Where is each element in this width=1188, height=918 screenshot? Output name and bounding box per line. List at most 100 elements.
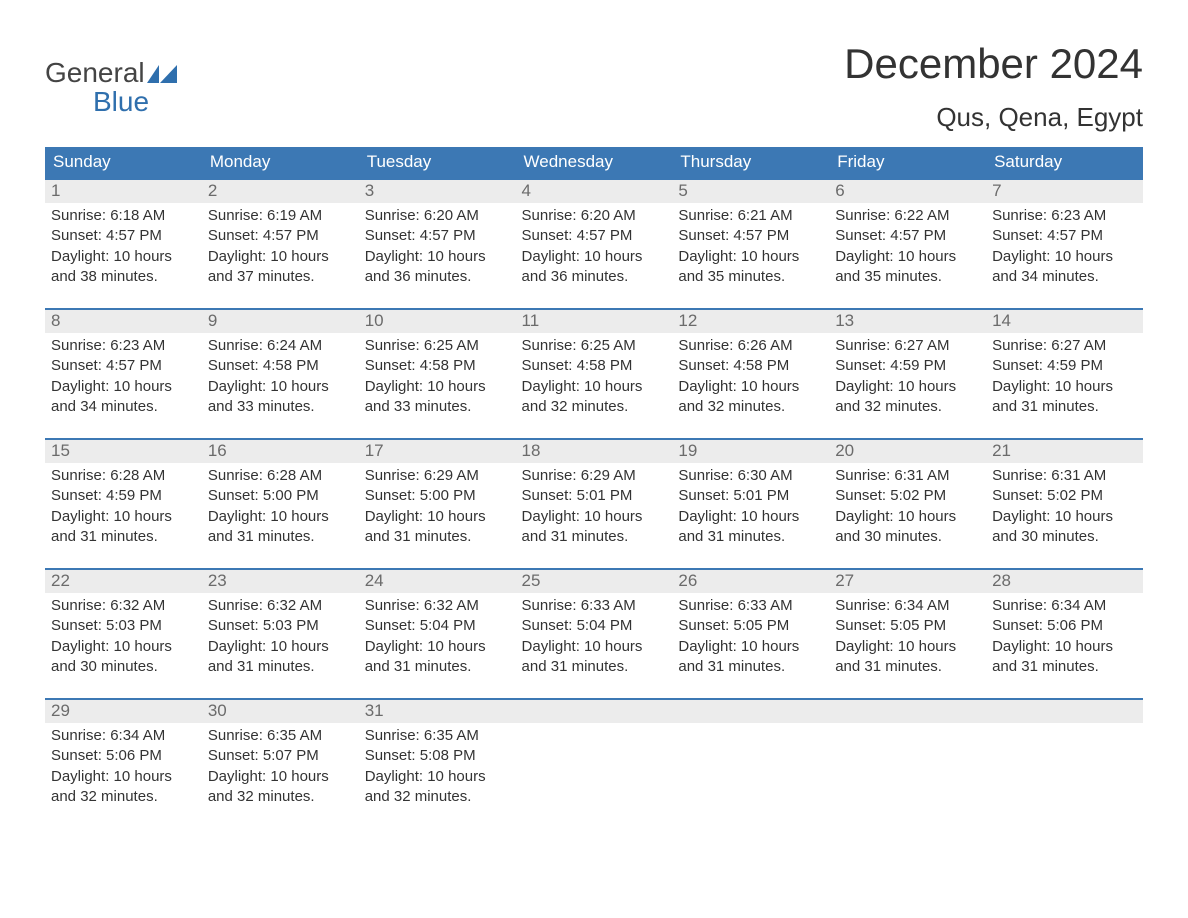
calendar-day-cell: 4Sunrise: 6:20 AMSunset: 4:57 PMDaylight…	[516, 178, 673, 308]
daylight-line2: and 32 minutes.	[522, 397, 667, 417]
day-details: Sunrise: 6:32 AMSunset: 5:04 PMDaylight:…	[359, 593, 516, 683]
calendar-day-cell: 11Sunrise: 6:25 AMSunset: 4:58 PMDayligh…	[516, 308, 673, 438]
daylight-line2: and 30 minutes.	[51, 657, 196, 677]
header-bar: General Blue December 2024 Qus, Qena, Eg…	[45, 40, 1143, 139]
calendar-day-cell: 3Sunrise: 6:20 AMSunset: 4:57 PMDaylight…	[359, 178, 516, 308]
calendar-day-cell: 25Sunrise: 6:33 AMSunset: 5:04 PMDayligh…	[516, 568, 673, 698]
day-details: Sunrise: 6:24 AMSunset: 4:58 PMDaylight:…	[202, 333, 359, 423]
sunset-line: Sunset: 5:03 PM	[51, 616, 196, 636]
calendar-day-cell: 5Sunrise: 6:21 AMSunset: 4:57 PMDaylight…	[672, 178, 829, 308]
weekday-row: SundayMondayTuesdayWednesdayThursdayFrid…	[45, 147, 1143, 178]
day-details: Sunrise: 6:27 AMSunset: 4:59 PMDaylight:…	[829, 333, 986, 423]
daylight-line1: Daylight: 10 hours	[51, 637, 196, 657]
day-details: Sunrise: 6:23 AMSunset: 4:57 PMDaylight:…	[45, 333, 202, 423]
daylight-line2: and 36 minutes.	[365, 267, 510, 287]
calendar-week-row: 29Sunrise: 6:34 AMSunset: 5:06 PMDayligh…	[45, 698, 1143, 828]
day-number: 13	[829, 308, 986, 333]
sunrise-line: Sunrise: 6:31 AM	[992, 466, 1137, 486]
day-details: Sunrise: 6:35 AMSunset: 5:08 PMDaylight:…	[359, 723, 516, 813]
day-details: Sunrise: 6:25 AMSunset: 4:58 PMDaylight:…	[516, 333, 673, 423]
sunset-line: Sunset: 5:01 PM	[678, 486, 823, 506]
calendar-day-cell: 2Sunrise: 6:19 AMSunset: 4:57 PMDaylight…	[202, 178, 359, 308]
sunrise-line: Sunrise: 6:27 AM	[835, 336, 980, 356]
brand-line1: General	[45, 58, 177, 87]
daylight-line2: and 30 minutes.	[992, 527, 1137, 547]
daylight-line2: and 32 minutes.	[835, 397, 980, 417]
daylight-line2: and 32 minutes.	[51, 787, 196, 807]
sunset-line: Sunset: 4:57 PM	[208, 226, 353, 246]
day-number: 29	[45, 698, 202, 723]
daylight-line1: Daylight: 10 hours	[835, 637, 980, 657]
day-details: Sunrise: 6:20 AMSunset: 4:57 PMDaylight:…	[359, 203, 516, 293]
sunrise-line: Sunrise: 6:20 AM	[365, 206, 510, 226]
calendar-day-cell: 12Sunrise: 6:26 AMSunset: 4:58 PMDayligh…	[672, 308, 829, 438]
day-details: Sunrise: 6:28 AMSunset: 5:00 PMDaylight:…	[202, 463, 359, 553]
daylight-line2: and 31 minutes.	[365, 527, 510, 547]
title-block: December 2024 Qus, Qena, Egypt	[844, 40, 1143, 139]
sunset-line: Sunset: 4:57 PM	[835, 226, 980, 246]
calendar-week-row: 8Sunrise: 6:23 AMSunset: 4:57 PMDaylight…	[45, 308, 1143, 438]
sunrise-line: Sunrise: 6:20 AM	[522, 206, 667, 226]
daylight-line1: Daylight: 10 hours	[835, 247, 980, 267]
sunrise-line: Sunrise: 6:24 AM	[208, 336, 353, 356]
sunrise-line: Sunrise: 6:32 AM	[365, 596, 510, 616]
calendar-day-cell: 19Sunrise: 6:30 AMSunset: 5:01 PMDayligh…	[672, 438, 829, 568]
day-number: 6	[829, 178, 986, 203]
sunrise-line: Sunrise: 6:32 AM	[51, 596, 196, 616]
weekday-header: Friday	[829, 147, 986, 178]
calendar-day-cell	[986, 698, 1143, 828]
sunset-line: Sunset: 5:03 PM	[208, 616, 353, 636]
day-number: 12	[672, 308, 829, 333]
sunrise-line: Sunrise: 6:22 AM	[835, 206, 980, 226]
day-number: 27	[829, 568, 986, 593]
daylight-line1: Daylight: 10 hours	[522, 377, 667, 397]
sunset-line: Sunset: 5:04 PM	[522, 616, 667, 636]
calendar-day-cell: 26Sunrise: 6:33 AMSunset: 5:05 PMDayligh…	[672, 568, 829, 698]
sunset-line: Sunset: 4:57 PM	[678, 226, 823, 246]
day-details: Sunrise: 6:29 AMSunset: 5:01 PMDaylight:…	[516, 463, 673, 553]
brand-flag-icon	[147, 65, 177, 83]
daylight-line2: and 31 minutes.	[992, 657, 1137, 677]
day-number: 28	[986, 568, 1143, 593]
day-number: 5	[672, 178, 829, 203]
day-number: 30	[202, 698, 359, 723]
calendar-day-cell	[829, 698, 986, 828]
sunrise-line: Sunrise: 6:18 AM	[51, 206, 196, 226]
calendar-day-cell: 28Sunrise: 6:34 AMSunset: 5:06 PMDayligh…	[986, 568, 1143, 698]
daylight-line2: and 32 minutes.	[365, 787, 510, 807]
sunset-line: Sunset: 5:01 PM	[522, 486, 667, 506]
day-number: 11	[516, 308, 673, 333]
sunrise-line: Sunrise: 6:35 AM	[208, 726, 353, 746]
day-details: Sunrise: 6:34 AMSunset: 5:05 PMDaylight:…	[829, 593, 986, 683]
sunset-line: Sunset: 5:07 PM	[208, 746, 353, 766]
calendar-day-cell: 8Sunrise: 6:23 AMSunset: 4:57 PMDaylight…	[45, 308, 202, 438]
daylight-line1: Daylight: 10 hours	[365, 507, 510, 527]
day-details: Sunrise: 6:28 AMSunset: 4:59 PMDaylight:…	[45, 463, 202, 553]
daylight-line2: and 37 minutes.	[208, 267, 353, 287]
sunrise-line: Sunrise: 6:34 AM	[992, 596, 1137, 616]
daylight-line1: Daylight: 10 hours	[51, 247, 196, 267]
sunset-line: Sunset: 4:59 PM	[51, 486, 196, 506]
daylight-line1: Daylight: 10 hours	[365, 637, 510, 657]
daylight-line1: Daylight: 10 hours	[365, 767, 510, 787]
day-number: 23	[202, 568, 359, 593]
calendar-day-cell: 30Sunrise: 6:35 AMSunset: 5:07 PMDayligh…	[202, 698, 359, 828]
sunset-line: Sunset: 5:08 PM	[365, 746, 510, 766]
calendar-day-cell: 21Sunrise: 6:31 AMSunset: 5:02 PMDayligh…	[986, 438, 1143, 568]
calendar-day-cell: 16Sunrise: 6:28 AMSunset: 5:00 PMDayligh…	[202, 438, 359, 568]
day-details: Sunrise: 6:25 AMSunset: 4:58 PMDaylight:…	[359, 333, 516, 423]
day-number: 22	[45, 568, 202, 593]
day-details: Sunrise: 6:23 AMSunset: 4:57 PMDaylight:…	[986, 203, 1143, 293]
weekday-header: Wednesday	[516, 147, 673, 178]
empty-day-header	[672, 698, 829, 723]
daylight-line2: and 31 minutes.	[678, 657, 823, 677]
sunrise-line: Sunrise: 6:25 AM	[365, 336, 510, 356]
daylight-line2: and 32 minutes.	[678, 397, 823, 417]
daylight-line2: and 32 minutes.	[208, 787, 353, 807]
daylight-line2: and 34 minutes.	[51, 397, 196, 417]
daylight-line1: Daylight: 10 hours	[992, 377, 1137, 397]
brand-text-1: General	[45, 58, 145, 87]
daylight-line2: and 36 minutes.	[522, 267, 667, 287]
calendar-day-cell: 15Sunrise: 6:28 AMSunset: 4:59 PMDayligh…	[45, 438, 202, 568]
day-details: Sunrise: 6:22 AMSunset: 4:57 PMDaylight:…	[829, 203, 986, 293]
